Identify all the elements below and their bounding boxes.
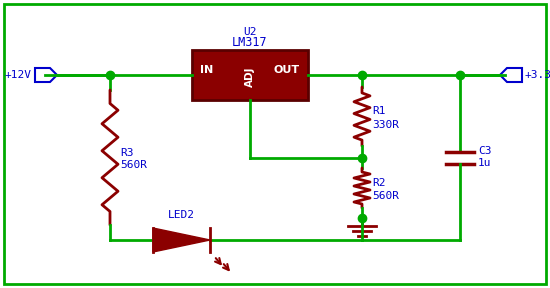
Text: C3: C3 [478, 145, 492, 156]
Text: U2: U2 [243, 27, 257, 37]
Text: ADJ: ADJ [245, 67, 255, 87]
Text: +12V: +12V [5, 70, 32, 80]
Text: R1: R1 [372, 107, 386, 117]
Text: 1u: 1u [478, 158, 492, 168]
Text: R3: R3 [120, 147, 134, 158]
Text: LM317: LM317 [232, 35, 268, 48]
Text: R2: R2 [372, 178, 386, 188]
Text: 560R: 560R [372, 191, 399, 201]
Text: LED2: LED2 [168, 210, 195, 220]
Text: 560R: 560R [120, 160, 147, 170]
Polygon shape [153, 228, 210, 252]
Bar [192, 50, 308, 100]
Text: 330R: 330R [372, 120, 399, 130]
Text: IN: IN [200, 65, 213, 75]
Text: +3.3V: +3.3V [525, 70, 550, 80]
Text: OUT: OUT [274, 65, 300, 75]
